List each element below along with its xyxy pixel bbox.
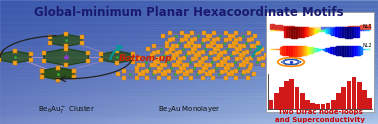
Polygon shape (140, 71, 165, 78)
Text: Be$_6$Au$_7^-$ Cluster: Be$_6$Au$_7^-$ Cluster (37, 104, 95, 115)
Bar (321, 104, 325, 109)
Polygon shape (237, 46, 262, 53)
Bar (284, 81, 289, 109)
Polygon shape (181, 65, 206, 72)
Bar (315, 104, 320, 109)
Polygon shape (208, 33, 232, 40)
Polygon shape (186, 33, 211, 40)
Text: Bottom-up: Bottom-up (119, 54, 172, 63)
Polygon shape (218, 52, 243, 59)
Polygon shape (155, 58, 180, 65)
Bar (274, 93, 279, 109)
Polygon shape (170, 46, 195, 53)
Polygon shape (152, 52, 177, 59)
Bar (310, 103, 315, 109)
Polygon shape (44, 49, 88, 65)
Polygon shape (193, 46, 217, 53)
Polygon shape (229, 71, 254, 78)
Polygon shape (189, 39, 214, 46)
Bar (279, 87, 284, 109)
Bar (347, 81, 351, 109)
Text: NL1: NL1 (363, 24, 372, 29)
Text: Be$_2$Au Monolayer: Be$_2$Au Monolayer (158, 105, 220, 115)
Polygon shape (241, 52, 266, 59)
Bar (305, 100, 310, 109)
Polygon shape (234, 39, 259, 46)
Polygon shape (200, 58, 225, 65)
Polygon shape (42, 68, 74, 79)
Bar (352, 77, 356, 109)
Polygon shape (215, 46, 240, 53)
Bar (331, 100, 336, 109)
Polygon shape (137, 65, 161, 72)
Bar (290, 79, 294, 109)
Polygon shape (230, 33, 255, 40)
Polygon shape (185, 71, 209, 78)
Polygon shape (133, 58, 158, 65)
Polygon shape (50, 34, 82, 46)
Bar (326, 103, 330, 109)
Polygon shape (207, 71, 232, 78)
Bar (357, 82, 362, 109)
Polygon shape (197, 52, 221, 59)
Polygon shape (222, 58, 247, 65)
Polygon shape (226, 65, 251, 72)
Polygon shape (167, 39, 192, 46)
Bar (367, 98, 372, 109)
Bar (362, 90, 367, 109)
Bar (300, 93, 305, 109)
Polygon shape (178, 58, 202, 65)
Polygon shape (101, 51, 133, 63)
Text: NL2: NL2 (363, 43, 372, 48)
Polygon shape (203, 65, 228, 72)
Bar (336, 93, 341, 109)
Polygon shape (159, 65, 184, 72)
Polygon shape (42, 68, 74, 79)
Bar (294, 87, 299, 109)
Polygon shape (163, 71, 187, 78)
Bar (341, 87, 346, 109)
Polygon shape (118, 71, 143, 78)
Text: Two Dirac node-loops
and Superconductivity: Two Dirac node-loops and Superconductivi… (275, 109, 366, 123)
FancyBboxPatch shape (266, 12, 374, 112)
Bar (269, 100, 273, 109)
Polygon shape (245, 58, 269, 65)
Text: Global-minimum Planar Hexacoordinate Motifs: Global-minimum Planar Hexacoordinate Mot… (34, 6, 344, 19)
Polygon shape (212, 39, 236, 46)
Polygon shape (163, 33, 188, 40)
Polygon shape (148, 46, 173, 53)
Polygon shape (174, 52, 199, 59)
Polygon shape (0, 51, 31, 63)
